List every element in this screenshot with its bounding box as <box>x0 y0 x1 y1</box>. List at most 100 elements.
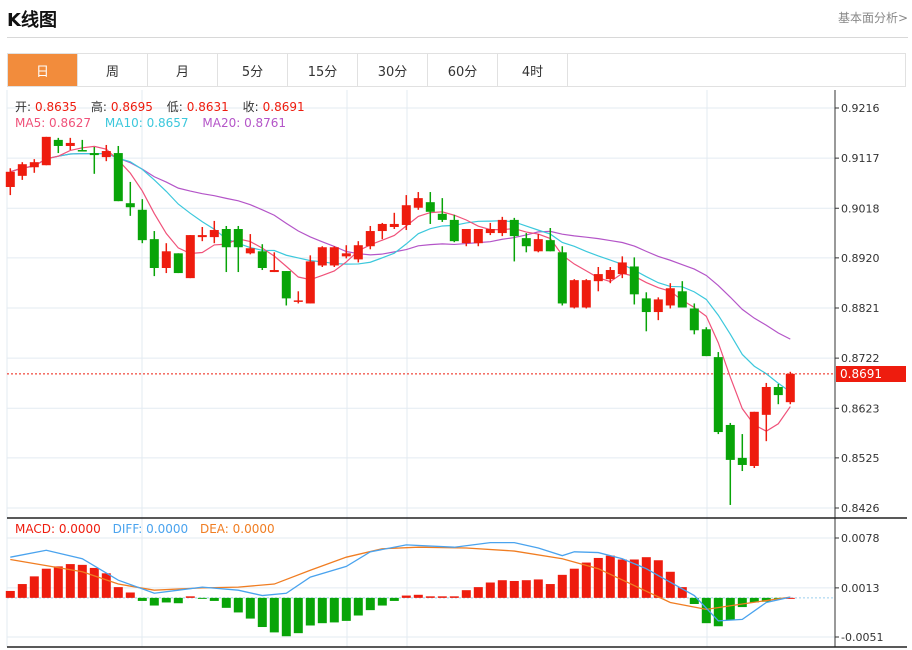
candle-up <box>245 248 255 254</box>
ma5-legend: MA5: 0.8627 <box>15 116 92 130</box>
candle-down <box>281 271 291 299</box>
open-label: 开: <box>15 100 32 114</box>
macd-bar <box>233 597 243 613</box>
tab-5min[interactable]: 5分 <box>218 54 288 86</box>
candle-down <box>689 308 699 331</box>
candle-up <box>305 261 315 304</box>
candle-up <box>377 223 387 232</box>
candle-down <box>509 219 519 237</box>
ma20-legend: MA20: 0.8761 <box>202 116 287 130</box>
tab-30min[interactable]: 30分 <box>358 54 428 86</box>
macd-bar <box>317 597 327 624</box>
macd-bar <box>521 580 531 598</box>
diff-line <box>10 541 791 622</box>
macd-value: MACD: 0.0000 <box>15 522 101 536</box>
candle-down <box>125 203 135 208</box>
candle-up <box>533 239 543 252</box>
macd-bar <box>413 594 423 598</box>
candle-down <box>437 213 447 220</box>
candle-up <box>413 198 423 208</box>
macd-bar <box>449 596 459 598</box>
candle-down <box>449 219 459 242</box>
macd-bar <box>281 597 291 637</box>
candle-up <box>101 151 111 158</box>
candle-up <box>761 386 771 415</box>
price-tick-label: 0.9117 <box>841 152 880 165</box>
macd-bar <box>209 597 219 601</box>
tab-week[interactable]: 周 <box>78 54 148 86</box>
high-value: 0.8695 <box>110 100 153 114</box>
last-price-tag: 0.8691 <box>836 366 906 382</box>
macd-bar <box>365 597 375 611</box>
ma10-legend: MA10: 0.8657 <box>104 116 189 130</box>
tab-month[interactable]: 月 <box>148 54 218 86</box>
dea-line <box>10 546 791 611</box>
macd-bar <box>593 557 603 598</box>
macd-bar <box>461 590 471 598</box>
candle-down <box>737 457 747 465</box>
low-label: 低: <box>166 100 183 114</box>
candle-down <box>149 239 159 268</box>
tab-4hour[interactable]: 4时 <box>498 54 568 86</box>
macd-bar <box>701 597 711 624</box>
macd-bar <box>473 587 483 598</box>
tab-day[interactable]: 日 <box>8 54 78 86</box>
macd-legend: MACD: 0.0000 DIFF: 0.0000 DEA: 0.0000 <box>15 522 279 536</box>
fundamental-analysis-link[interactable]: 基本面分析> <box>837 11 908 25</box>
macd-bar <box>761 597 771 602</box>
candle-up <box>269 270 279 273</box>
macd-bar <box>569 568 579 598</box>
candle-down <box>629 266 639 295</box>
macd-bar <box>185 596 195 598</box>
candle-up <box>185 235 195 279</box>
candle-down <box>77 150 87 152</box>
macd-tick-label: 0.0078 <box>841 532 880 545</box>
macd-bar <box>509 580 519 598</box>
page-title: K线图 <box>7 10 57 31</box>
macd-bar <box>677 587 687 598</box>
macd-bar <box>305 597 315 626</box>
tab-60min[interactable]: 60分 <box>428 54 498 86</box>
ohlc-legend: 开: 0.8635 高: 0.8695 低: 0.8631 收: 0.8691 <box>15 98 309 115</box>
candle-up <box>569 280 579 308</box>
candle-down <box>53 139 63 146</box>
macd-bar <box>485 582 495 598</box>
macd-bar <box>437 596 447 598</box>
candle-down <box>641 298 651 313</box>
tab-15min[interactable]: 15分 <box>288 54 358 86</box>
macd-bar <box>257 597 267 628</box>
ma5-line <box>10 145 791 432</box>
candle-down <box>725 424 735 460</box>
macd-bar <box>161 597 171 603</box>
candle-up <box>785 373 795 403</box>
macd-bar <box>41 568 51 598</box>
candle-up <box>197 235 207 238</box>
candle-up <box>593 274 603 282</box>
candle-down <box>713 357 723 433</box>
macd-bar <box>725 597 735 621</box>
ma20-line <box>10 152 791 340</box>
candle-up <box>653 299 663 313</box>
macd-bar <box>89 567 99 598</box>
candle-up <box>365 231 375 247</box>
macd-bar <box>173 597 183 604</box>
macd-bar <box>377 597 387 606</box>
candle-up <box>293 300 303 302</box>
macd-bar <box>665 571 675 598</box>
macd-bar <box>545 584 555 598</box>
macd-bar <box>341 597 351 621</box>
candle-up <box>329 247 339 266</box>
candle-up <box>353 245 363 260</box>
period-tabs: 日 周 月 5分 15分 30分 60分 4时 <box>7 53 906 87</box>
candle-down <box>89 153 99 156</box>
candle-down <box>113 153 123 202</box>
candle-up <box>605 270 615 280</box>
price-tick-label: 0.8623 <box>841 402 880 415</box>
close-value: 0.8691 <box>262 100 305 114</box>
macd-bar <box>425 596 435 598</box>
macd-bar <box>293 597 303 634</box>
macd-bar <box>653 560 663 598</box>
candle-down <box>257 251 267 268</box>
candle-up <box>41 136 51 166</box>
